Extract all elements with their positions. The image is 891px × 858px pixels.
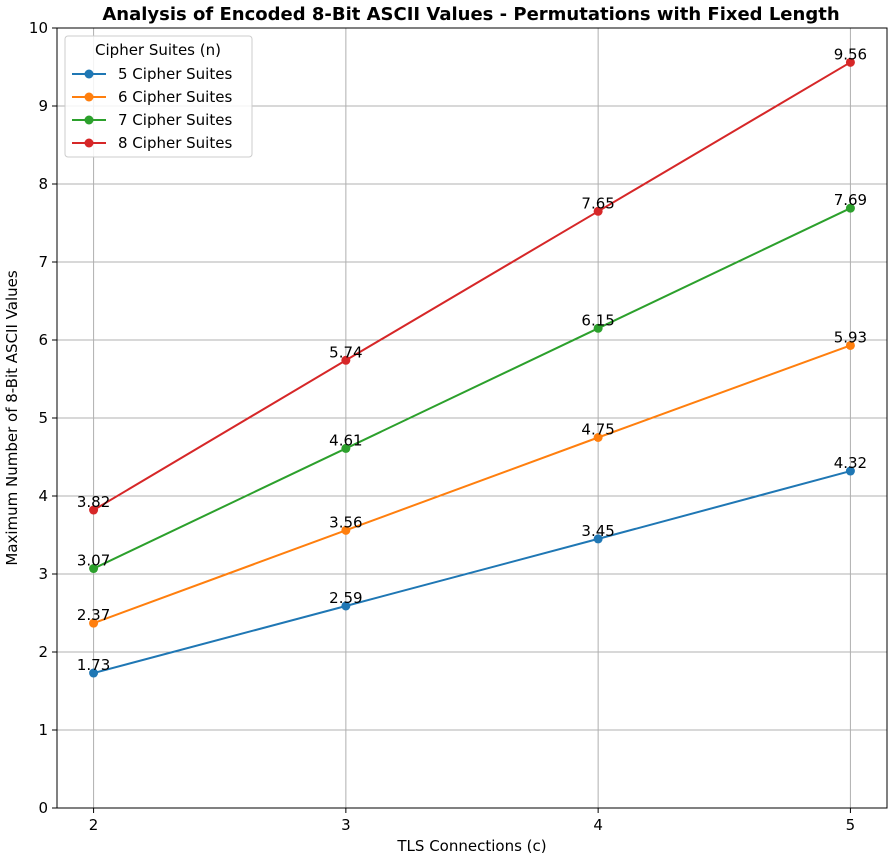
data-point [593,206,603,216]
data-point [89,564,99,574]
series-3: 3.07 4.61 6.15 7.69 [77,191,867,574]
legend-marker [84,92,94,102]
legend-label: 8 Cipher Suites [118,134,232,152]
data-label: 7.65 [581,194,614,212]
series-4: 3.82 5.74 7.65 9.56 [77,45,867,515]
legend-item: 7 Cipher Suites [72,111,232,129]
data-label: 2.59 [329,589,362,607]
y-axis: 0 1 2 3 4 5 6 7 8 9 10 [29,19,57,817]
y-axis-label: Maximum Number of 8-Bit ASCII Values [3,270,21,566]
data-label: 9.56 [834,45,867,63]
legend-items: 5 Cipher Suites 6 Cipher Suites 7 Cipher S… [72,65,232,152]
y-tick-label: 0 [38,799,48,817]
data-point [341,355,351,365]
y-tick-label: 7 [38,253,48,271]
data-label: 5.74 [329,343,362,361]
data-point [593,534,603,544]
data-label: 3.07 [77,552,110,570]
y-tick-label: 3 [38,565,48,583]
series-line [93,470,851,675]
legend-label: 7 Cipher Suites [118,111,232,129]
legend: Cipher Suites (n) 5 Cipher Suites 6 Ciphe… [64,35,253,158]
data-point [341,601,351,611]
data-label: 7.69 [834,191,867,209]
legend-item: 8 Cipher Suites [72,134,232,152]
series-2: 2.37 3.56 4.75 5.93 [77,328,867,628]
y-tick-label: 6 [38,331,48,349]
data-label: 2.37 [77,606,110,624]
y-tick-label: 5 [38,409,48,427]
data-label: 4.32 [834,454,867,472]
legend-label: 6 Cipher Suites [118,88,232,106]
data-label: 1.73 [77,656,110,674]
data-point [89,618,99,628]
x-axis-label: TLS Connections (c) [396,837,546,855]
data-label: 5.93 [834,328,867,346]
data-point [341,443,351,453]
chart-title: Analysis of Encoded 8-Bit ASCII Values -… [102,4,839,25]
data-point [845,340,855,350]
series-line [93,61,851,511]
x-tick-label: 5 [846,816,856,834]
data-point [845,57,855,67]
data-point [341,525,351,535]
data-label: 3.82 [77,493,110,511]
series-layer: 1.73 2.59 3.45 4.32 2.37 3.56 4.75 5.93 3.07 4.61… [77,45,867,678]
data-label: 3.56 [329,513,362,531]
y-tick-label: 4 [38,487,48,505]
series-line [93,344,851,625]
x-tick-label: 4 [593,816,603,834]
legend-title: Cipher Suites (n) [95,41,221,59]
x-tick-label: 3 [341,816,351,834]
data-point [89,668,99,678]
series-line [93,207,851,570]
data-point [845,466,855,476]
legend-marker [84,69,94,79]
data-label: 4.61 [329,431,362,449]
data-label: 3.45 [581,522,614,540]
data-point [89,505,99,515]
legend-box [64,35,253,158]
data-point [845,203,855,213]
data-point [593,323,603,333]
y-tick-label: 1 [38,721,48,739]
y-tick-label: 2 [38,643,48,661]
x-axis: 2 3 4 5 [89,808,855,834]
x-tick-label: 2 [89,816,99,834]
legend-marker [84,138,94,148]
y-tick-label: 8 [38,175,48,193]
data-label: 6.15 [581,311,614,329]
y-tick-label: 10 [29,19,48,37]
y-tick-label: 9 [38,97,48,115]
legend-item: 6 Cipher Suites [72,88,232,106]
legend-item: 5 Cipher Suites [72,65,232,83]
data-label: 4.75 [581,421,614,439]
data-point [593,433,603,442]
legend-label: 5 Cipher Suites [118,65,232,83]
series-1: 1.73 2.59 3.45 4.32 [77,454,867,678]
legend-marker [84,115,94,125]
